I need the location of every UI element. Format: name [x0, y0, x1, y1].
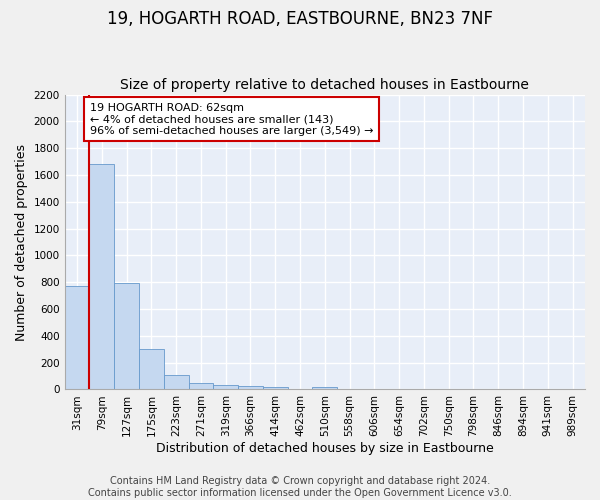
Bar: [214, 385, 238, 390]
Bar: [313, 387, 337, 390]
Y-axis label: Number of detached properties: Number of detached properties: [15, 144, 28, 340]
Title: Size of property relative to detached houses in Eastbourne: Size of property relative to detached ho…: [121, 78, 529, 92]
Bar: [139, 349, 164, 390]
Text: Contains HM Land Registry data © Crown copyright and database right 2024.
Contai: Contains HM Land Registry data © Crown c…: [88, 476, 512, 498]
Bar: [89, 164, 114, 390]
Bar: [238, 386, 263, 390]
Bar: [114, 283, 139, 390]
Bar: [263, 386, 287, 390]
Bar: [164, 374, 188, 390]
Text: 19, HOGARTH ROAD, EASTBOURNE, BN23 7NF: 19, HOGARTH ROAD, EASTBOURNE, BN23 7NF: [107, 10, 493, 28]
Bar: [65, 286, 89, 390]
X-axis label: Distribution of detached houses by size in Eastbourne: Distribution of detached houses by size …: [156, 442, 494, 455]
Text: 19 HOGARTH ROAD: 62sqm
← 4% of detached houses are smaller (143)
96% of semi-det: 19 HOGARTH ROAD: 62sqm ← 4% of detached …: [90, 102, 373, 136]
Bar: [188, 384, 214, 390]
